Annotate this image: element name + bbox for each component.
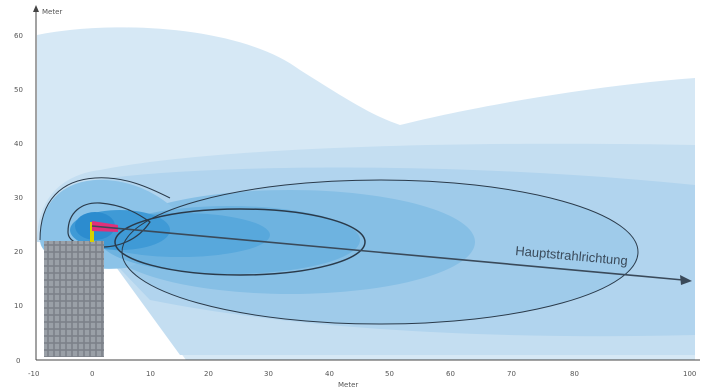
x-tick-labels: -10 0 10 20 30 40 50 60 70 80 100 [28,370,696,378]
x-tick-label: 80 [570,370,579,378]
x-tick-label: 70 [507,370,516,378]
x-tick-label: 100 [683,370,696,378]
y-tick-labels: 0 10 20 30 40 50 60 [14,32,23,365]
x-tick-label: 20 [204,370,213,378]
x-tick-label: 50 [385,370,394,378]
beam-direction-arrowhead [680,275,692,285]
y-tick-label: 40 [14,140,23,148]
x-tick-label: 0 [90,370,94,378]
antenna-tower [44,241,104,357]
y-tick-label: 30 [14,194,23,202]
y-tick-label: 60 [14,32,23,40]
x-tick-label: 40 [325,370,334,378]
x-tick-label: -10 [28,370,39,378]
y-tick-label: 50 [14,86,23,94]
x-tick-label: 60 [446,370,455,378]
y-axis-title: Meter [42,8,62,16]
y-tick-label: 10 [14,302,23,310]
antenna-mast [90,222,94,242]
y-axis-arrow [33,5,39,12]
x-tick-label: 30 [264,370,273,378]
contour-outer-lobe [39,177,171,241]
y-tick-label: 0 [16,357,20,365]
contour-medium [114,208,366,276]
x-tick-label: 10 [146,370,155,378]
beam-direction-line [91,225,684,281]
x-axis-title: Meter [338,381,358,389]
y-tick-label: 20 [14,248,23,256]
